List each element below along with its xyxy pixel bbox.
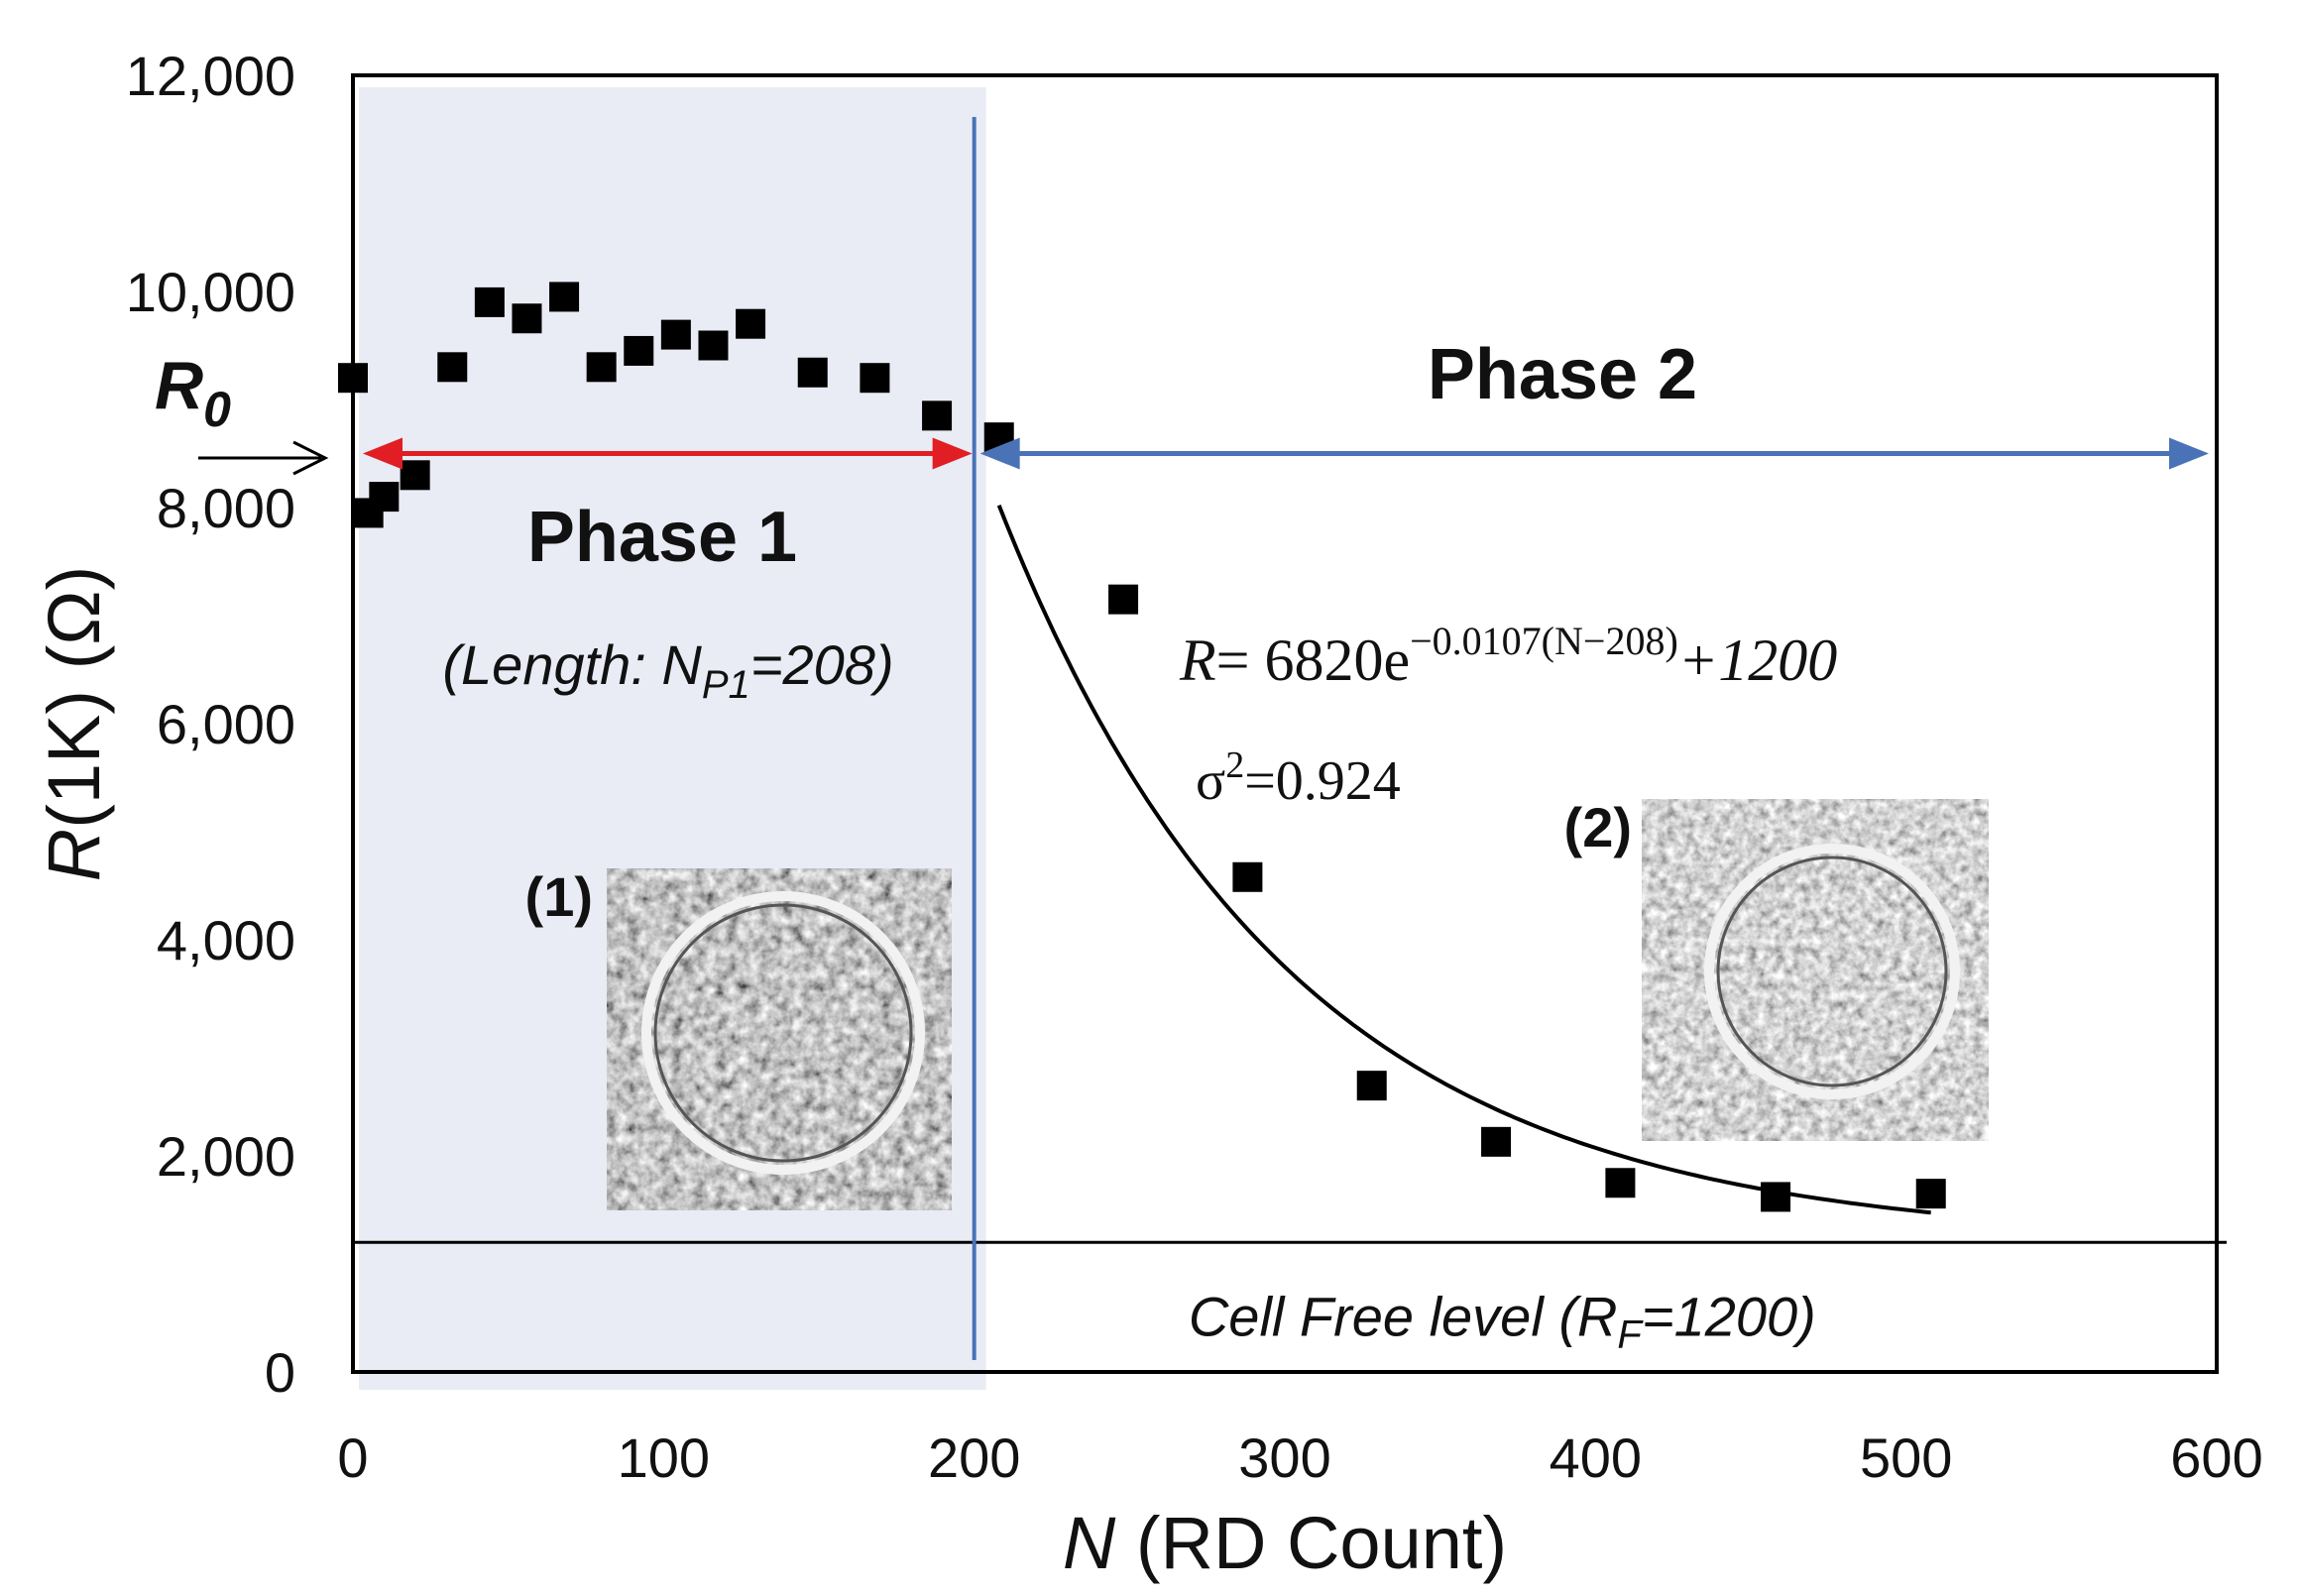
y-axis-label-text: (1K) (Ω) [33, 566, 115, 829]
data-point [369, 482, 400, 513]
micrograph-inset-2 [1642, 799, 1989, 1141]
plot-frame [351, 73, 2219, 1374]
x-tick-label: 600 [2170, 1426, 2262, 1489]
r0-arrow-head [292, 440, 329, 476]
well-ring [641, 891, 925, 1175]
well-ring [1704, 844, 1960, 1099]
phase1-label: Phase 1 [527, 498, 797, 577]
data-point [1356, 1071, 1387, 1101]
y-tick-label: 2,000 [157, 1125, 295, 1188]
data-point [698, 330, 729, 361]
data-point [1605, 1168, 1636, 1198]
data-point [1761, 1182, 1791, 1212]
x-tick-label: 500 [1860, 1426, 1952, 1489]
well-ring-inner [653, 903, 913, 1163]
data-markers [338, 282, 1946, 1212]
data-point [338, 363, 368, 394]
data-point [586, 352, 617, 383]
inset-2-label: (2) [1564, 796, 1632, 858]
data-point [660, 319, 691, 350]
y-tick-label: 12,000 [126, 45, 295, 107]
data-point [736, 308, 766, 339]
data-point [512, 303, 542, 334]
phase1-arrow-head-left [363, 437, 402, 470]
data-point [474, 286, 505, 317]
phase1-arrow [363, 437, 973, 470]
data-point [1232, 861, 1263, 892]
data-point [437, 352, 468, 383]
micrograph-inset-1 [607, 868, 952, 1210]
y-axis-variable: R [33, 829, 115, 881]
data-point [797, 357, 828, 388]
micrograph-texture [607, 868, 952, 1210]
y-tick-label: 0 [265, 1341, 295, 1404]
x-tick-label: 0 [337, 1426, 368, 1489]
phase2-arrow-head-right [2169, 437, 2209, 470]
x-tick-label: 400 [1550, 1426, 1642, 1489]
data-point [1481, 1126, 1512, 1157]
y-tick-label: 6,000 [157, 693, 295, 755]
well-ring-inner [1716, 855, 1948, 1087]
x-axis-variable: N [1063, 1502, 1116, 1584]
x-tick-label: 100 [618, 1426, 710, 1489]
x-axis-title: N (RD Count) [1063, 1502, 1507, 1584]
phase2-label: Phase 2 [1428, 335, 1697, 414]
inset-1-label: (1) [525, 865, 593, 928]
data-point [549, 282, 580, 312]
data-point [1108, 584, 1139, 615]
data-point [400, 460, 430, 491]
fit-variance-label: σ2=0.924 [1196, 744, 1401, 812]
y-axis-title: R(1K) (Ω) [33, 566, 115, 881]
x-tick-label: 200 [928, 1426, 1020, 1489]
data-point [860, 363, 890, 394]
y-tick-label: 8,000 [157, 477, 295, 539]
phase1-length-label: (Length: NP1=208) [442, 633, 893, 707]
x-tick-label: 300 [1238, 1426, 1330, 1489]
x-axis-ticks: 0 100 200 300 400 500 600 [337, 1426, 2262, 1489]
data-point [624, 335, 654, 366]
r0-arrow [198, 440, 329, 476]
r0-label: R0 [155, 348, 231, 437]
phase2-arrow-head-left [979, 437, 1020, 470]
data-point [1915, 1179, 1946, 1209]
phase1-arrow-head-right [932, 437, 973, 470]
phase2-arrow [979, 437, 2209, 470]
y-tick-label: 10,000 [126, 261, 295, 323]
y-axis-ticks: 0 2,000 4,000 6,000 8,000 10,000 12,000 [126, 45, 295, 1404]
y-tick-label: 4,000 [157, 909, 295, 971]
x-axis-label-text: (RD Count) [1115, 1502, 1507, 1584]
cell-free-level-label: Cell Free level (RF=1200) [1189, 1285, 1816, 1356]
fit-equation: R= 6820e−0.0107(N−208)+1200 [1179, 619, 1837, 693]
data-point [922, 400, 953, 431]
